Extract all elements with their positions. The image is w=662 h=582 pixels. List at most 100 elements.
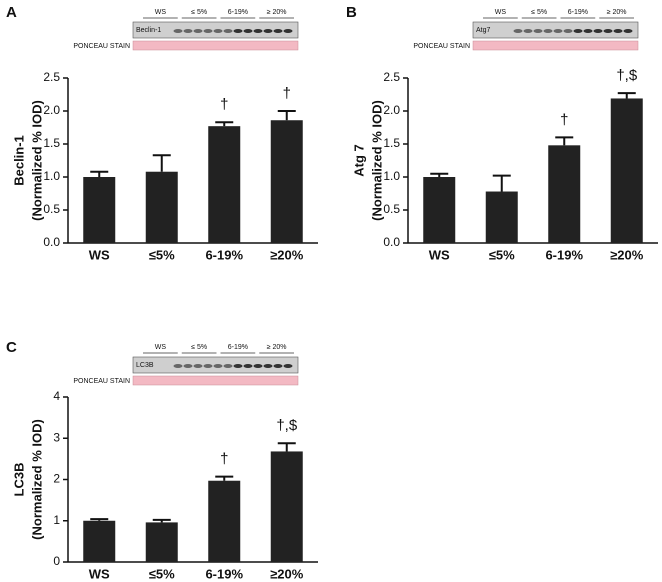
blot-band [173,364,183,368]
y-tick-label: 2.5 [383,70,400,84]
blot-band [613,29,623,33]
bar [423,177,456,243]
ponceau-strip [132,40,299,51]
annotation: † [560,111,568,128]
blot-group-label: 6-19% [568,9,588,16]
bar [83,520,116,562]
y-axis-label: (Normalized % IOD) [29,419,44,540]
annotation: †,$ [616,67,638,84]
y-axis-label: Atg 7 [351,144,366,177]
blot-band [533,29,543,33]
blot-band [183,29,193,33]
x-tick-label: 6-19% [545,247,583,262]
blot-band [213,29,223,33]
x-tick-label: WS [89,247,110,262]
bar [270,120,303,243]
blot-band [523,29,533,33]
annotation: † [220,96,228,113]
x-tick-label: 6-19% [205,247,243,262]
x-tick-label: ≥20% [270,566,304,581]
x-tick-label: ≤5% [149,566,175,581]
y-tick-label: 0.0 [383,235,400,249]
blot-band [173,29,183,33]
blot-band [273,29,283,33]
y-tick-label: 1.0 [43,169,60,183]
y-tick-label: 0.5 [383,202,400,216]
annotation: † [220,451,228,468]
blot-band [283,364,293,368]
x-tick-label: WS [89,566,110,581]
blot-band [193,29,203,33]
stain-label: PONCEAU STAIN [413,43,470,50]
blot-band [283,29,293,33]
bar [208,126,241,243]
y-tick-label: 2.5 [43,70,60,84]
blot-band [203,29,213,33]
bar [208,480,241,562]
blot-label: Atg7 [476,27,491,34]
x-tick-label: 6-19% [205,566,243,581]
x-tick-label: WS [429,247,450,262]
blot-band [273,364,283,368]
y-axis-label: (Normalized % IOD) [369,100,384,221]
blot-group-label: ≤ 5% [191,344,207,351]
y-tick-label: 2.0 [383,103,400,117]
ponceau-strip [472,40,639,51]
bar [610,98,643,244]
panel-letter: B [346,4,357,21]
blot-group-label: ≤ 5% [531,9,547,16]
blot-label: Beclin-1 [136,27,161,34]
y-tick-label: 0.0 [43,235,60,249]
blot-band [213,364,223,368]
blot-group-label: WS [495,9,507,16]
y-axis-label: (Normalized % IOD) [29,100,44,221]
blot-band [543,29,553,33]
blot-group-label: ≥ 20% [607,9,627,16]
y-tick-label: 1.0 [383,169,400,183]
blot-band [193,364,203,368]
panel-letter: A [6,4,17,21]
panel-letter: C [6,339,17,356]
x-tick-label: ≥20% [270,247,304,262]
bar [485,191,518,243]
x-tick-label: ≤5% [149,247,175,262]
y-tick-label: 1.5 [383,136,400,150]
blot-band [253,29,263,33]
blot-band [243,29,253,33]
blot-band [263,29,273,33]
blot-group-label: ≤ 5% [191,9,207,16]
ponceau-strip [132,375,299,386]
blot-band [203,364,213,368]
annotation: † [283,85,291,102]
blot-group-label: 6-19% [228,9,248,16]
y-tick-label: 2.0 [43,103,60,117]
blot-group-label: ≥ 20% [267,9,287,16]
blot-band [223,29,233,33]
blot-band [233,364,243,368]
blot-band [233,29,243,33]
blot-band [583,29,593,33]
annotation: †,$ [276,417,298,434]
blot-band [513,29,523,33]
y-tick-label: 0.5 [43,202,60,216]
blot-group-label: ≥ 20% [267,344,287,351]
y-axis-label: Beclin-1 [11,135,26,186]
stain-label: PONCEAU STAIN [73,378,130,385]
bar [145,522,178,562]
y-tick-label: 0 [53,554,60,568]
blot-band [223,364,233,368]
blot-band [253,364,263,368]
blot-band [183,364,193,368]
blot-band [553,29,563,33]
bar [270,451,303,562]
blot-band [243,364,253,368]
blot-label: LC3B [136,362,154,369]
blot-band [603,29,613,33]
x-tick-label: ≥20% [610,247,644,262]
y-tick-label: 2 [53,472,60,486]
blot-band [623,29,633,33]
y-tick-label: 3 [53,430,60,444]
blot-group-label: WS [155,344,167,351]
x-tick-label: ≤5% [489,247,515,262]
